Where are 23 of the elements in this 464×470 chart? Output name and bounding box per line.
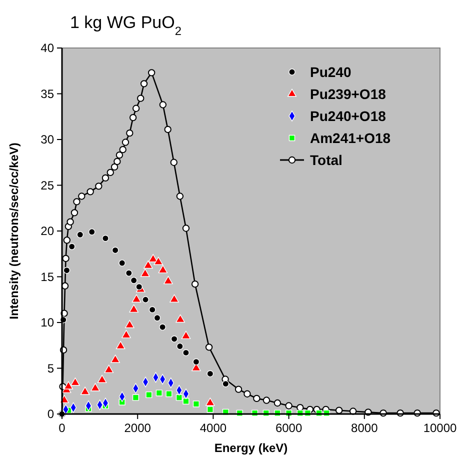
chart-title: 1 kg WG PuO$_{2}$ <box>70 13 182 38</box>
y-tick-label: 30 <box>40 132 54 147</box>
y-tick-label: 5 <box>47 361 54 376</box>
y-tick-label: 20 <box>40 224 54 238</box>
legend-label: Pu239+O18 <box>310 86 386 102</box>
x-tick-label: 2000 <box>124 421 152 435</box>
legend-label: Am241+O18 <box>310 130 391 146</box>
y-tick-label: 25 <box>40 178 54 192</box>
legend-label: Pu240 <box>310 64 352 80</box>
x-tick-label: 0 <box>58 421 66 435</box>
legend-label: Pu240+O18 <box>310 108 386 124</box>
x-axis-title: Energy (keV) <box>214 441 288 455</box>
x-tick-label: 8000 <box>351 421 378 435</box>
y-tick-label: 40 <box>40 41 54 56</box>
y-axis-title: Intensity (neutrons/sec/cc/keV) <box>7 142 21 320</box>
y-tick-label: 15 <box>40 270 54 284</box>
x-tick-label: 6000 <box>275 421 302 435</box>
y-tick-label: 0 <box>47 407 54 422</box>
y-tick-label: 10 <box>40 316 54 330</box>
y-tick-label: 35 <box>40 86 54 101</box>
x-tick-label: 4000 <box>200 421 227 435</box>
legend-label: Total <box>310 152 342 168</box>
x-tick-label: 10000 <box>423 421 458 435</box>
